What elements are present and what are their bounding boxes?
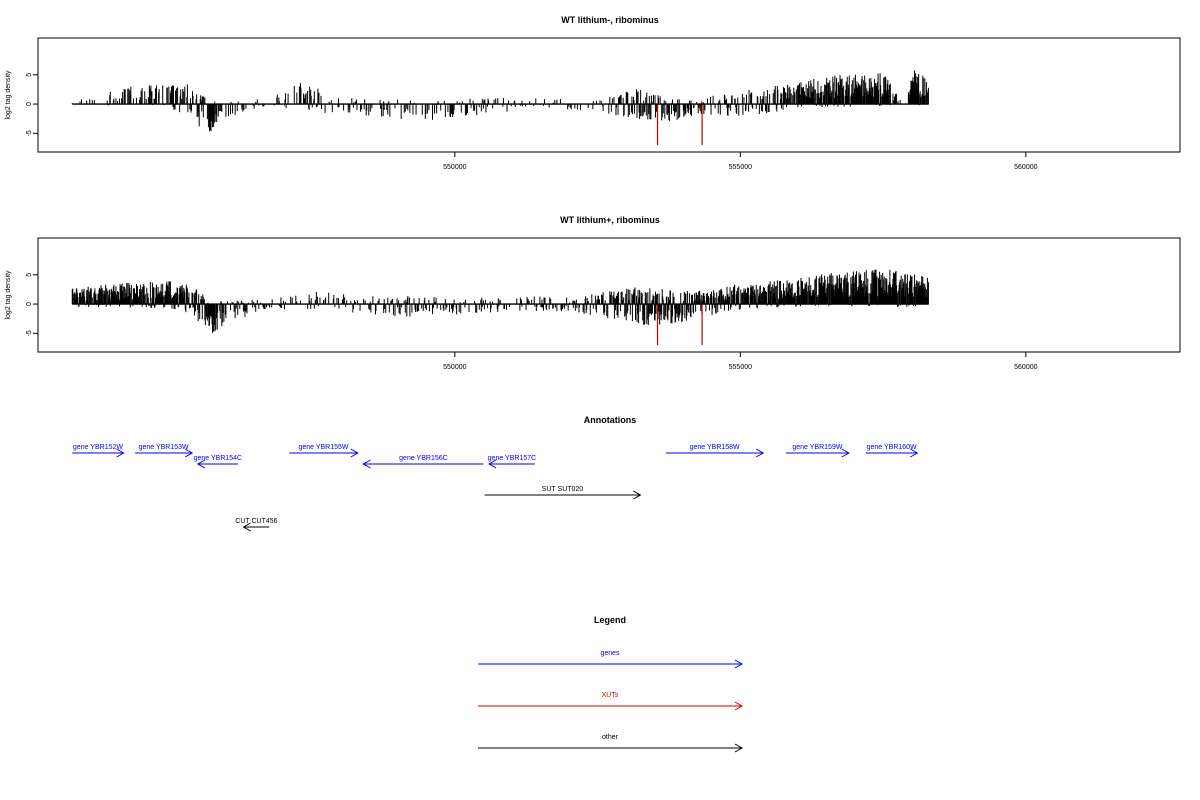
legend-arrow-head <box>734 659 744 669</box>
feature-label: gene YBR153W <box>139 444 189 451</box>
annotation-feature: SUT SUT020 <box>484 486 642 500</box>
panel-lithium-minus: WT lithium-, ribominus log2 tag density … <box>5 15 1181 171</box>
feature-arrow-head <box>841 448 850 458</box>
feature-arrow-head <box>488 459 497 469</box>
feature-arrow-head <box>116 448 125 458</box>
feature-label: gene YBR156C <box>399 455 448 462</box>
legend-label: genes <box>600 650 620 657</box>
panel-2-y-axis: -5 0 5 <box>26 273 38 336</box>
annotation-feature: gene YBR156C <box>362 455 484 469</box>
panel-1-title: WT lithium-, ribominus <box>561 15 659 25</box>
feature-arrow-head <box>755 448 765 458</box>
annotation-feature: gene YBR158W <box>666 444 765 458</box>
y-tick-label: 0 <box>26 102 33 106</box>
panel-1-ylabel: log2 tag density <box>5 70 12 120</box>
annotation-feature: gene YBR152W <box>72 444 125 458</box>
feature-arrow-head <box>196 459 206 469</box>
panel-lithium-plus: WT lithium+, ribominus log2 tag density … <box>5 215 1181 371</box>
feature-arrow-head <box>910 448 919 458</box>
panel-1-x-axis: 550000 555000 560000 <box>443 151 1038 171</box>
x-tick-label: 560000 <box>1014 164 1037 171</box>
legend-label: XUTs <box>602 692 619 699</box>
annotation-feature: gene YBR153W <box>135 444 194 458</box>
panel-2-x-axis: 550000 555000 560000 <box>443 351 1038 371</box>
annotation-feature: CUT CUT456 <box>235 518 278 532</box>
x-tick-label: 555000 <box>729 364 752 371</box>
x-tick-label: 550000 <box>443 364 466 371</box>
feature-label: gene YBR160W <box>867 444 917 451</box>
feature-label: gene YBR159W <box>792 444 842 451</box>
annotation-feature: gene YBR157C <box>488 455 537 469</box>
feature-label: CUT CUT456 <box>235 518 277 525</box>
legend-arrow-head <box>734 743 744 753</box>
annotations-title: Annotations <box>584 415 637 425</box>
annotation-features: gene YBR152W gene YBR153W gene YBR154C gene… <box>72 444 919 532</box>
panel-2-plot-frame <box>37 237 1181 353</box>
feature-label: gene YBR155W <box>298 444 348 451</box>
legend-items: genes XUTs other <box>478 650 744 753</box>
annotation-feature: gene YBR154C <box>194 455 243 469</box>
panel-2-bars <box>71 269 929 345</box>
feature-arrow-head <box>362 459 371 469</box>
feature-label: gene YBR158W <box>690 444 740 451</box>
y-tick-label: 0 <box>26 302 33 306</box>
feature-label: SUT SUT020 <box>542 486 584 493</box>
legend-item: other <box>478 734 744 753</box>
legend-label: other <box>602 734 619 741</box>
annotation-feature: gene YBR155W <box>289 444 359 458</box>
y-tick-label: -5 <box>26 130 33 136</box>
feature-arrow-head <box>242 522 251 532</box>
annotation-feature: gene YBR160W <box>865 444 919 458</box>
y-tick-label: 5 <box>26 273 33 277</box>
panel-1-plot-frame <box>37 37 1181 153</box>
x-tick-label: 560000 <box>1014 364 1037 371</box>
legend-arrow-head <box>734 701 744 711</box>
feature-arrow-head <box>350 448 359 458</box>
legend-title: Legend <box>594 615 626 625</box>
panel-1-bars <box>71 70 929 145</box>
legend-item: genes <box>478 650 744 669</box>
feature-label: gene YBR152W <box>73 444 123 451</box>
legend-item: XUTs <box>478 692 744 711</box>
feature-label: gene YBR157C <box>488 455 537 462</box>
annotations-track: Annotations gene YBR152W gene YBR153Wgene… <box>72 415 919 532</box>
x-tick-label: 555000 <box>729 164 752 171</box>
feature-arrow-head <box>633 490 642 500</box>
y-tick-label: -5 <box>26 330 33 336</box>
y-tick-label: 5 <box>26 73 33 77</box>
panel-2-ylabel: log2 tag density <box>5 270 12 320</box>
x-tick-label: 550000 <box>443 164 466 171</box>
legend: Legend genes XUTs other <box>478 615 744 753</box>
panel-2-title: WT lithium+, ribominus <box>560 215 660 225</box>
feature-label: gene YBR154C <box>194 455 243 462</box>
feature-arrow-head <box>184 448 194 458</box>
annotation-feature: gene YBR159W <box>786 444 850 458</box>
panel-1-y-axis: -5 0 5 <box>26 73 38 136</box>
